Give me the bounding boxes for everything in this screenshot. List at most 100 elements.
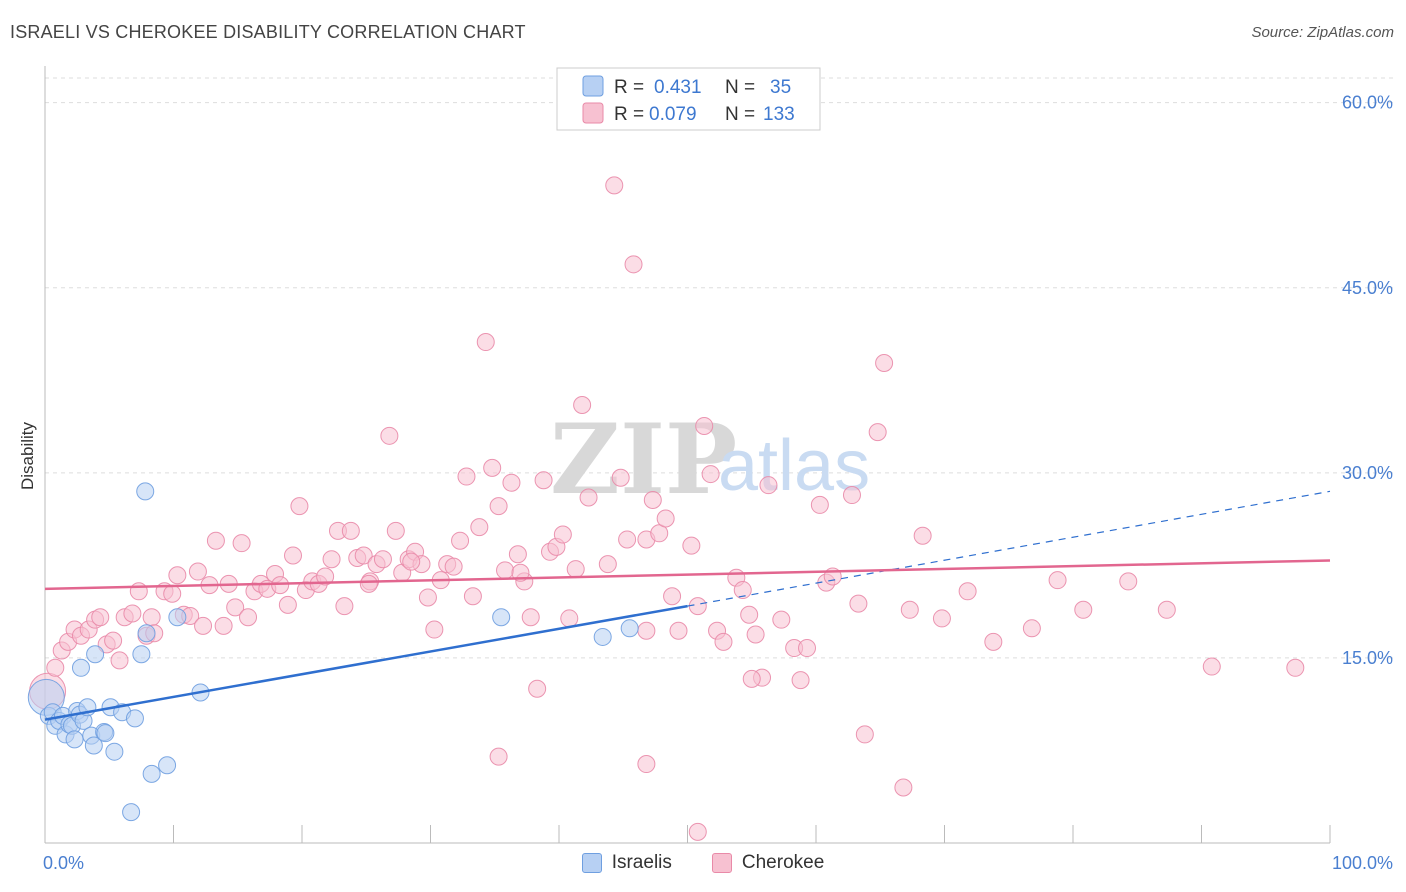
cherokee-point [214,616,233,635]
cherokee-point [188,562,207,581]
cherokee-point [206,531,225,550]
tick-label-layer: 15.0% 30.0% 45.0% 60.0% 0.0% 100.0% [43,93,1393,873]
cherokee-point [91,608,110,627]
cherokee-point [759,476,778,495]
legend-r-label-israelis: R = [614,77,644,98]
cherokee-point [110,651,129,670]
cherokee-point [489,747,508,766]
cherokee-point [359,574,378,593]
israeli-point [137,624,156,643]
israeli-point [492,608,511,627]
cherokee-point [123,604,142,623]
cherokee-point [444,557,463,576]
cherokee-swatch [711,853,732,873]
cherokee-point [476,333,495,352]
cherokee-point [316,567,335,586]
cherokee-point [849,594,868,613]
cherokee-point [402,552,421,571]
cherokee-point [104,631,123,650]
cherokee-point [605,176,624,195]
cherokee-point [742,669,761,688]
israeli-point [136,482,155,501]
trend-layer [44,490,1331,721]
cherokee-point [1119,572,1138,591]
cherokee-point [798,639,817,658]
cherokee-point [566,560,585,579]
cherokee-point [322,550,341,569]
cherokee-point [688,597,707,616]
cherokee-point [894,778,913,797]
israelis-trend-line [44,604,688,721]
y-tick-label: 15.0% [1342,648,1393,668]
cherokee-trend-line [44,559,1331,591]
cherokee-point [239,608,258,627]
y-tick-label: 60.0% [1342,93,1393,113]
cherokee-point [714,632,733,651]
cherokee-point [875,354,894,373]
cherokee-point [669,621,688,640]
cherokee-point [913,526,932,545]
israeli-point [132,645,151,664]
cherokee-point [637,755,656,774]
cherokee-point [489,497,508,516]
cherokee-point [1157,600,1176,619]
cherokee-point [643,490,662,509]
cherokee-point [418,588,437,607]
cherokee-point [1022,619,1041,638]
legend-n-label-cherokee: N = [725,104,755,125]
cherokee-point [470,518,489,537]
cherokee-point [354,546,373,565]
legend-r-label-cherokee: R = [614,104,644,125]
cherokee-point [373,550,392,569]
cherokee-point [682,536,701,555]
y-tick-label: 45.0% [1342,278,1393,298]
cherokee-point [528,679,547,698]
cherokee-point [457,467,476,486]
cherokee-point [271,576,290,595]
cherokee-point [695,416,714,435]
cherokee-point [560,609,579,628]
cherokee-point [900,600,919,619]
cherokee-point [425,620,444,639]
cherokee-point [650,524,669,543]
cherokee-point [624,255,643,274]
cherokee-point [386,521,405,540]
israeli-point [620,619,639,638]
legend-box: R = 0.431 N = 35 R = 0.079 N = 133 [556,67,821,131]
chart-title: ISRAELI VS CHEROKEE DISABILITY CORRELATI… [10,22,526,42]
cherokee-point [502,473,521,492]
cherokee-point [932,609,951,628]
points-layer [27,176,1305,841]
cherokee-point [226,598,245,617]
y-tick-label: 30.0% [1342,463,1393,483]
israelis-trend-extension [687,490,1331,607]
cherokee-point [163,584,182,603]
legend-item-cherokee[interactable]: Cherokee [711,852,825,874]
cherokee-point [579,488,598,507]
cherokee-point [496,561,515,580]
israelis-swatch [581,853,602,873]
legend-r-value-israelis: 0.431 [654,77,702,98]
israeli-point [86,645,105,664]
cherokee-point [842,486,861,505]
cherokee-point [984,632,1003,651]
source-credit: Source: ZipAtlas.com [1251,24,1394,41]
cherokee-point [290,497,309,516]
cherokee-point [553,525,572,544]
cherokee-point [733,581,752,600]
cherokee-label: Cherokee [741,852,825,873]
cherokee-point [663,587,682,606]
cherokee-point [46,658,65,677]
cherokee-point [1074,600,1093,619]
legend-item-israelis[interactable]: Israelis [581,852,672,874]
legend-r-value-cherokee: 0.079 [649,104,697,125]
legend-swatch-cherokee [582,102,604,124]
israeli-point [96,724,115,743]
cherokee-point [521,608,540,627]
bottom-legend: Israelis Cherokee [0,852,1406,874]
israeli-point [593,627,612,646]
israeli-point [65,730,84,749]
legend-n-value-cherokee: 133 [763,104,795,125]
cherokee-point [791,671,810,690]
cherokee-point [1286,658,1305,677]
